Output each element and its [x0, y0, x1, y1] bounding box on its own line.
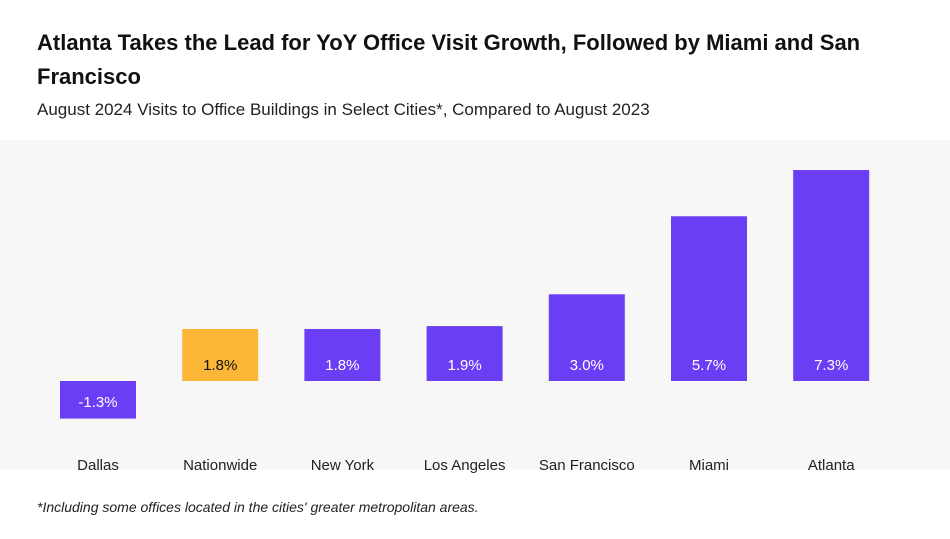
data-label-san-francisco: 3.0%: [570, 357, 604, 374]
bar-dallas: [60, 381, 136, 419]
chart-title: Atlanta Takes the Lead for YoY Office Vi…: [37, 30, 861, 89]
bar-chart: -1.3% Dallas 1.8% Nationwide 1.8% New York 1.9…: [60, 170, 870, 474]
category-label-miami: Miami: [689, 457, 729, 474]
data-label-new-york: 1.8%: [325, 357, 359, 374]
bar-nationwide: [182, 328, 259, 381]
chart-subtitle: August 2024 Visits to Office Buildings i…: [37, 100, 650, 119]
plot-background: [0, 140, 950, 470]
data-label-miami: 5.7%: [692, 357, 726, 374]
data-label-los-angeles: 1.9%: [447, 357, 481, 374]
category-label-new-york: New York: [311, 457, 375, 474]
category-label-san-francisco: San Francisco: [539, 457, 635, 474]
category-label-dallas: Dallas: [77, 457, 119, 474]
bar-new-york: [304, 328, 381, 381]
data-label-atlanta: 7.3%: [814, 357, 848, 374]
category-label-nationwide: Nationwide: [183, 457, 257, 474]
bar-miami: [671, 216, 747, 381]
category-label-los-angeles: Los Angeles: [424, 457, 506, 474]
bar-los-angeles: [426, 326, 503, 381]
category-label-atlanta: Atlanta: [808, 457, 855, 474]
data-label-nationwide: 1.8%: [203, 357, 237, 374]
data-label-dallas: -1.3%: [78, 394, 117, 411]
footnote: *Including some offices located in the c…: [37, 499, 479, 515]
bar-san-francisco: [548, 294, 625, 381]
bar-atlanta: [793, 170, 870, 381]
